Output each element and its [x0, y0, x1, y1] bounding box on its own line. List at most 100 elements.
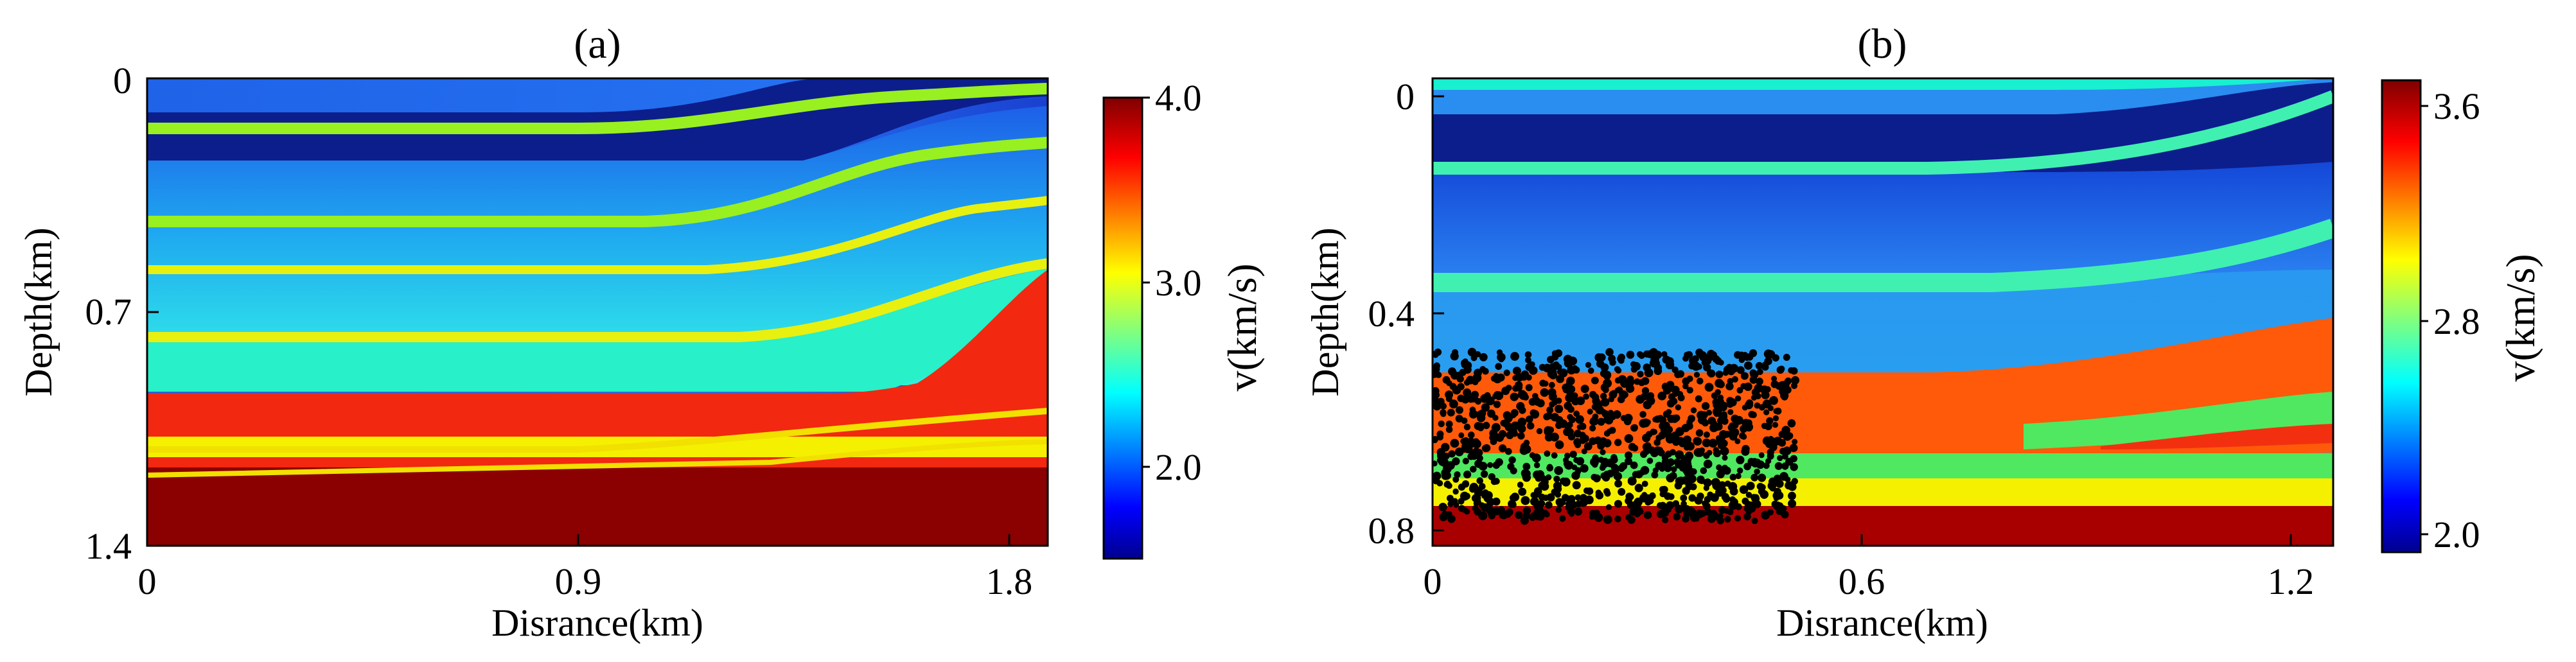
sample-dot — [1675, 427, 1684, 437]
sample-dot — [1555, 405, 1564, 414]
sample-dot — [1591, 474, 1598, 481]
sample-dot — [1725, 363, 1733, 370]
sample-dot — [1579, 431, 1586, 439]
colorbar-a-title: v(km/s) — [1219, 263, 1265, 391]
reflector-b-1 — [1433, 90, 2333, 175]
sample-dot — [1696, 363, 1702, 370]
reflector-a-4 — [147, 258, 1048, 342]
sample-dot — [1701, 402, 1710, 410]
sample-dot — [1773, 408, 1779, 414]
sample-dot — [1538, 482, 1547, 490]
sample-dot — [1721, 492, 1729, 501]
sample-dot — [1669, 472, 1677, 480]
sample-dot — [1769, 396, 1778, 405]
sample-dot — [1544, 511, 1550, 518]
sample-dot — [1734, 395, 1742, 402]
sample-dot — [1713, 447, 1720, 453]
sample-dot — [1673, 512, 1681, 521]
sample-dot — [1698, 415, 1707, 424]
sample-dot — [1646, 457, 1654, 464]
sample-dot — [1496, 349, 1503, 356]
y-axis-a: 0 0.7 1.4 Depth(km) — [17, 60, 159, 567]
sample-dot — [1601, 410, 1610, 418]
sample-dot — [1600, 363, 1609, 372]
sample-dot — [1769, 481, 1776, 487]
sample-dot — [1530, 409, 1537, 417]
sample-dot — [1634, 483, 1643, 492]
sample-dot — [1625, 514, 1632, 521]
sample-dot — [1443, 453, 1450, 460]
sample-dot — [1533, 462, 1540, 469]
sample-dot — [1561, 477, 1571, 487]
sample-dot — [1490, 478, 1498, 485]
sample-dot — [1790, 367, 1798, 375]
sample-dot — [1547, 369, 1557, 378]
sample-dot — [1452, 457, 1460, 466]
sample-dot — [1702, 439, 1711, 448]
sample-dot — [1731, 414, 1740, 423]
sample-dot — [1724, 480, 1731, 487]
sample-dot — [1530, 492, 1537, 498]
colorbar-b-title: v(km/s) — [2498, 254, 2543, 381]
sample-dot — [1574, 507, 1583, 516]
panel-a: (a) 0 0.7 1.4 — [17, 21, 1265, 644]
sample-dot — [1569, 450, 1577, 458]
sample-dot — [1683, 508, 1693, 518]
y-ticklabel-a-0: 0 — [113, 60, 132, 101]
sample-dot — [1433, 370, 1438, 378]
layer-a-dark-red — [147, 467, 1048, 546]
sample-dot — [1543, 413, 1551, 421]
sample-dot — [1448, 367, 1456, 376]
sample-dot — [1480, 462, 1486, 469]
sample-dot — [1581, 448, 1587, 455]
sample-dot — [1715, 379, 1724, 388]
sample-dot — [1567, 433, 1576, 440]
sample-dot — [1625, 492, 1634, 501]
sample-dot — [1693, 448, 1703, 457]
sample-dot — [1585, 361, 1591, 369]
sample-dot — [1690, 407, 1697, 414]
sample-dot — [1657, 510, 1665, 519]
sample-dot — [1510, 501, 1517, 508]
sample-dot — [1487, 462, 1494, 468]
sample-dot — [1686, 387, 1693, 394]
sample-dot — [1479, 353, 1488, 361]
sample-dot — [1589, 424, 1596, 432]
sample-dot — [1695, 395, 1702, 403]
layer-a-red-pinch — [147, 457, 1048, 469]
sample-dot — [1664, 492, 1672, 500]
sample-dot — [1729, 431, 1736, 439]
sample-dot — [1626, 351, 1635, 359]
sample-dot — [1544, 426, 1553, 435]
sample-dot — [1461, 359, 1469, 367]
sample-dot — [1559, 515, 1566, 522]
layer-b-cyan-top — [1433, 78, 2333, 90]
y-axis-label-b: Depth(km) — [1304, 227, 1346, 396]
sample-dot — [1544, 450, 1551, 457]
sample-dot — [1688, 415, 1695, 422]
sample-dot — [1498, 444, 1507, 453]
sample-dot — [1679, 464, 1686, 472]
sample-dot — [1767, 509, 1774, 516]
plot-frame-b — [1431, 77, 2334, 547]
sample-dot — [1790, 455, 1797, 462]
sample-dot — [1536, 399, 1545, 408]
sample-dot — [1526, 422, 1535, 430]
sample-dot — [1748, 410, 1756, 418]
sample-dot — [1673, 458, 1681, 466]
sample-dot — [1745, 492, 1752, 498]
sample-dot — [1716, 464, 1722, 471]
sample-dot — [1440, 458, 1449, 467]
sample-dot — [1516, 402, 1525, 411]
colorbar-b-gradient — [2381, 79, 2422, 553]
sample-dot — [1614, 516, 1621, 523]
sample-dot — [1583, 487, 1591, 494]
sample-dot — [1695, 509, 1704, 519]
sample-dot — [1694, 496, 1703, 505]
sample-dot — [1519, 372, 1528, 381]
sample-dot — [1627, 476, 1637, 486]
sample-dot — [1524, 351, 1532, 358]
sample-dot — [1665, 434, 1675, 444]
sample-dot — [1782, 453, 1788, 460]
sample-dots-b — [1433, 347, 1800, 525]
